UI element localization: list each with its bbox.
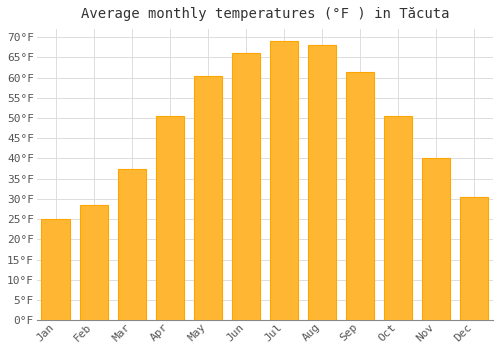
Bar: [270, 41, 298, 320]
Bar: [80, 205, 108, 320]
Bar: [194, 76, 222, 320]
Bar: [232, 53, 260, 320]
Bar: [460, 197, 488, 320]
Title: Average monthly temperatures (°F ) in Tăcuta: Average monthly temperatures (°F ) in Tă…: [80, 7, 449, 21]
Bar: [118, 169, 146, 320]
Bar: [308, 45, 336, 320]
Bar: [346, 71, 374, 320]
Bar: [422, 159, 450, 320]
Bar: [42, 219, 70, 320]
Bar: [156, 116, 184, 320]
Bar: [384, 116, 412, 320]
